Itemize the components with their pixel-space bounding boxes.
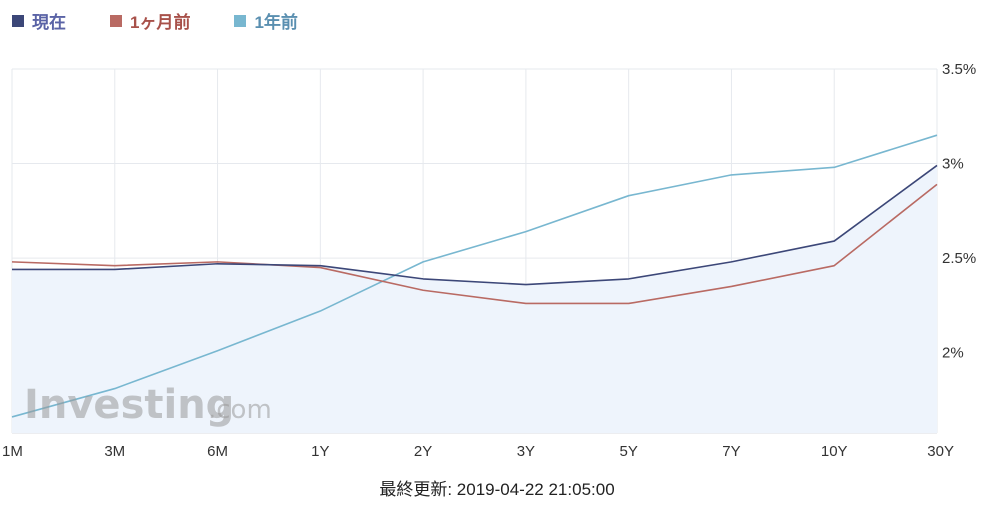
last-updated: 最終更新: 2019-04-22 21:05:00	[0, 475, 994, 500]
legend-label-1year: 1年前	[254, 13, 298, 32]
x-tick-label: 10Y	[821, 443, 848, 460]
watermark-main: Investing	[24, 382, 234, 428]
series-lines	[11, 134, 938, 418]
x-tick-label: 5Y	[619, 443, 637, 460]
x-tick-label: 30Y	[927, 443, 954, 460]
legend-swatch-1year	[234, 14, 247, 27]
x-tick-label: 1M	[2, 443, 23, 460]
y-tick-label: 2%	[942, 345, 964, 362]
last-updated-timestamp: 2019-04-22 21:05:00	[456, 480, 615, 499]
x-tick-label: 7Y	[722, 443, 740, 460]
legend-item-1month[interactable]: 1ヶ月前	[110, 8, 190, 33]
current-area-fill	[12, 165, 937, 433]
y-tick-label: 2.5%	[942, 250, 976, 267]
x-tick-label: 1Y	[311, 443, 329, 460]
series-line-current[interactable]	[12, 164, 938, 286]
y-tick-label: 3.5%	[942, 61, 976, 78]
legend-item-1year[interactable]: 1年前	[234, 8, 298, 33]
chart-legend: 現在 1ヶ月前 1年前	[12, 8, 342, 33]
legend-label-1month: 1ヶ月前	[130, 13, 191, 32]
legend-swatch-current	[12, 14, 24, 27]
watermark-sub: .com	[208, 395, 272, 425]
watermark: Investing .com	[24, 382, 272, 428]
x-tick-label: 3Y	[517, 443, 535, 460]
x-axis: 1M 3M 6M 1Y 2Y 3Y 5Y 7Y 10Y 30Y	[2, 443, 954, 460]
legend-swatch-1month	[110, 14, 122, 27]
last-updated-label: 最終更新:	[379, 480, 453, 499]
x-tick-label: 6M	[207, 443, 228, 460]
y-axis: 3.5% 3% 2.5% 2%	[942, 61, 976, 362]
yield-curve-chart: 1M 3M 6M 1Y 2Y 3Y 5Y 7Y 10Y 30Y 3.5% 3% 2.5% 2% Inve…	[2, 61, 976, 460]
x-tick-label: 2Y	[414, 443, 432, 460]
series-line-1year[interactable]	[11, 134, 938, 418]
legend-item-current[interactable]: 現在	[12, 8, 66, 33]
y-tick-label: 3%	[942, 156, 964, 173]
x-tick-label: 3M	[104, 443, 125, 460]
series-line-1month[interactable]	[11, 183, 938, 305]
legend-label-current: 現在	[32, 13, 66, 32]
